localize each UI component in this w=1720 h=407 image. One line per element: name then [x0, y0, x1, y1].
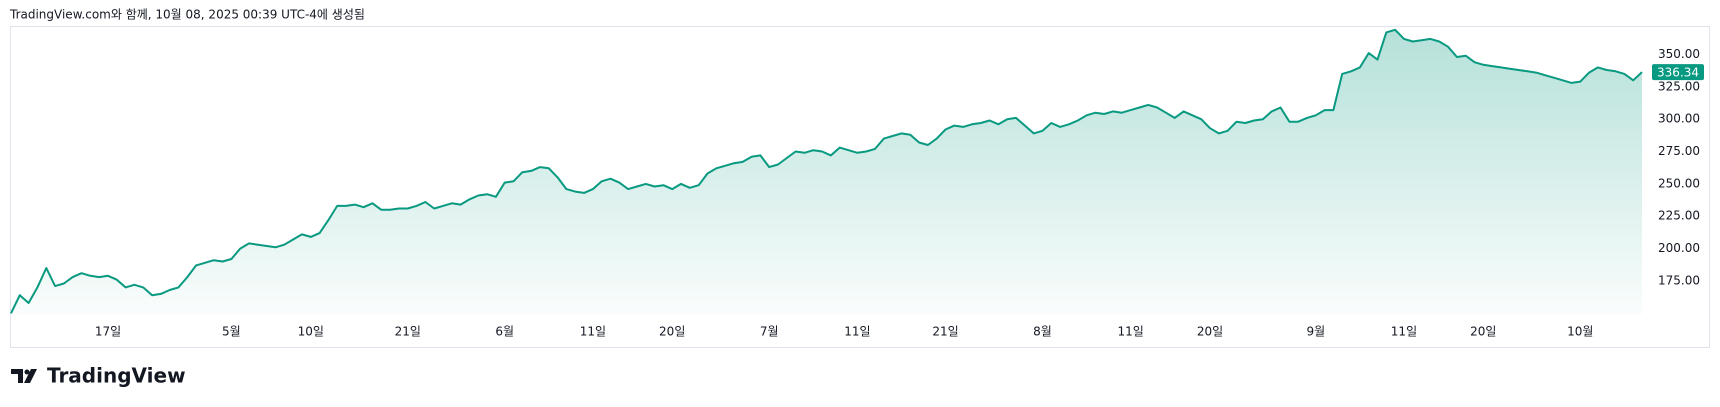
- price-line: [10, 28, 1643, 314]
- y-tick-label: 225.00: [1658, 209, 1700, 223]
- x-tick-label: 21일: [932, 325, 958, 339]
- x-tick-label: 6월: [495, 325, 514, 339]
- logo-icon: [11, 369, 37, 383]
- x-tick-label: 5월: [222, 325, 241, 339]
- y-tick-label: 200.00: [1658, 241, 1700, 255]
- x-tick-label: 21일: [395, 325, 421, 339]
- last-price-badge: [1652, 64, 1704, 81]
- y-tick-label: 300.00: [1658, 112, 1700, 126]
- x-tick-label: 9월: [1306, 325, 1325, 339]
- x-tick-label: 17일: [95, 325, 121, 339]
- x-tick-label: 20일: [659, 325, 685, 339]
- y-tick-label: 250.00: [1658, 176, 1700, 190]
- x-tick-label: 11일: [844, 325, 870, 339]
- area-fill: [11, 29, 1642, 316]
- x-tick-label: 11일: [1118, 325, 1144, 339]
- y-tick-label: 175.00: [1658, 273, 1700, 287]
- y-tick-label: 350.00: [1658, 47, 1700, 61]
- logo: TradingView: [11, 364, 186, 388]
- chart-frame: [10, 26, 1710, 348]
- last-price-label: 336.34: [1657, 66, 1699, 80]
- x-tick-label: 8월: [1033, 325, 1052, 339]
- y-tick-label: 275.00: [1658, 144, 1700, 158]
- logo-icon-dot: [24, 369, 30, 375]
- x-tick-label: 10월: [1567, 325, 1593, 339]
- x-tick-label: 20일: [1470, 325, 1496, 339]
- x-tick-label: 7월: [760, 325, 779, 339]
- x-tick-label: 11일: [1391, 325, 1417, 339]
- x-tick-label: 20일: [1197, 325, 1223, 339]
- y-tick-label: 325.00: [1658, 79, 1700, 93]
- chart-title: TradingView.com와 함께, 10월 08, 2025 00:39 …: [9, 8, 365, 22]
- logo-text: TradingView: [47, 364, 186, 388]
- x-tick-label: 11일: [580, 325, 606, 339]
- x-tick-label: 10일: [298, 325, 324, 339]
